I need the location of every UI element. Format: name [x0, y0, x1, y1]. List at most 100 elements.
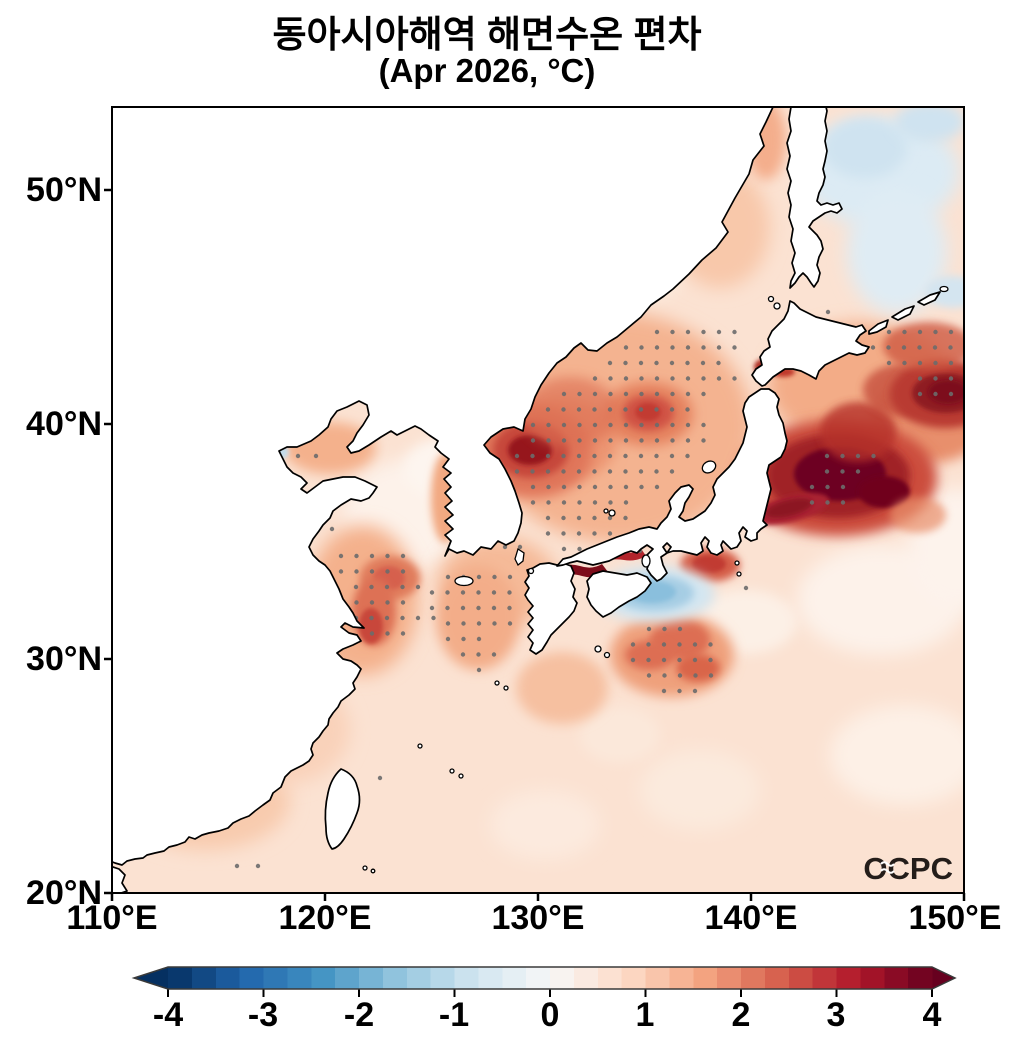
stipple-dot	[901, 345, 907, 350]
stipple-dot	[646, 657, 651, 663]
colorbar-segment	[168, 967, 193, 989]
stipple-dot	[639, 422, 644, 428]
lon-label-140e: 140°E	[704, 899, 798, 937]
colorbar-segment	[669, 967, 694, 989]
colorbar-arrow-left	[134, 967, 168, 989]
stipple-dot	[507, 574, 513, 580]
stipple-dot	[692, 642, 698, 647]
stipple-dot	[677, 626, 683, 632]
stipple-dot	[491, 590, 497, 595]
colorbar-segment	[430, 967, 456, 989]
stipple-dot	[354, 569, 359, 574]
stipple-dot	[234, 863, 240, 869]
stipple-dot	[545, 407, 551, 412]
stipple-dot	[476, 590, 481, 595]
stipple-dot	[476, 652, 481, 657]
stipple-dot	[491, 605, 497, 611]
stipple-dot	[608, 500, 613, 505]
stipple-dot	[639, 484, 644, 490]
colorbar-segment	[502, 967, 527, 989]
colorbar-segment	[526, 967, 551, 989]
colorbar-segment	[717, 967, 742, 989]
stipple-dot	[502, 544, 508, 550]
stipple-dot	[654, 438, 660, 443]
stipple-dot	[607, 515, 613, 521]
stipple-dot	[514, 469, 520, 474]
stipple-dot	[561, 407, 566, 412]
land-kuril-2	[891, 305, 915, 321]
lon-label-110e: 110°E	[66, 899, 158, 937]
stipple-dot	[662, 673, 667, 678]
stipple-dot	[577, 422, 582, 428]
stipple-dot	[661, 688, 667, 694]
stipple-dot	[677, 657, 682, 663]
stipple-dot	[385, 553, 390, 559]
stipple-dot	[669, 469, 675, 474]
stipple-dot	[638, 453, 644, 459]
stipple-dot	[871, 453, 876, 459]
stipple-dot	[677, 642, 682, 647]
stipple-dot	[933, 376, 938, 381]
lon-label-130e: 130°E	[491, 899, 585, 937]
colorbar-segment	[573, 967, 599, 989]
stipple-dot	[607, 360, 613, 366]
colorbar-segment	[597, 967, 623, 989]
stipple-dot	[461, 636, 466, 642]
colorbar-segment	[191, 967, 217, 989]
stipple-dot	[514, 453, 520, 459]
stipple-dot	[592, 453, 597, 459]
stipple-dot	[592, 422, 598, 428]
colorbar-segment	[860, 967, 885, 989]
stipple-dot	[646, 642, 651, 647]
stipple-dot	[654, 345, 660, 350]
island-ryukyu-6	[362, 865, 368, 871]
stipple-dot	[692, 688, 698, 694]
stipple-dot	[886, 329, 892, 335]
stipple-dot	[701, 438, 706, 443]
stipple-dot	[661, 642, 667, 647]
colorbar-segment	[382, 967, 408, 989]
lat-label-50n: 50°N	[26, 171, 102, 209]
stipple-dot	[546, 484, 551, 490]
stipple-dot	[592, 407, 597, 412]
stipple-dot	[662, 626, 667, 632]
stipple-dot	[623, 453, 628, 459]
stipple-dot	[460, 590, 466, 595]
stipple-dot	[685, 329, 691, 335]
stipple-dot	[561, 469, 566, 474]
stipple-dot	[607, 531, 613, 536]
stipple-dot	[517, 544, 523, 550]
stipple-dot	[639, 438, 644, 443]
stipple-dot	[607, 407, 613, 412]
stipple-dot	[445, 605, 450, 611]
island-yakushima	[603, 651, 611, 659]
island-ryukyu-1	[494, 680, 500, 686]
stipple-dot	[654, 422, 660, 428]
colorbar-arrow-right	[932, 967, 955, 989]
stipple-dot	[623, 515, 628, 521]
stipple-dot	[654, 469, 659, 474]
colorbar-segment	[359, 967, 384, 989]
stipple-dot	[338, 569, 344, 574]
stipple-dot	[638, 469, 644, 474]
island-oki-1	[608, 509, 616, 517]
stipple-dot	[577, 484, 582, 490]
stipple-dot	[476, 636, 482, 642]
stipple-dot	[669, 453, 675, 459]
stipple-dot	[623, 360, 628, 366]
stipple-dot	[369, 553, 375, 559]
stipple-dot	[933, 391, 938, 397]
stipple-dot	[576, 469, 582, 474]
island-awaji	[641, 554, 651, 568]
stipple-dot	[948, 376, 954, 381]
land-hokkaido	[751, 300, 870, 387]
island-oki-2	[603, 508, 609, 514]
stipple-dot	[654, 329, 660, 335]
stipple-dot	[400, 631, 406, 636]
stipple-dot	[369, 569, 375, 574]
stipple-dot	[545, 453, 551, 459]
stipple-dot	[654, 484, 660, 490]
stipple-dot	[369, 615, 374, 621]
island-izu-2	[736, 571, 742, 577]
stipple-dot	[840, 469, 845, 474]
